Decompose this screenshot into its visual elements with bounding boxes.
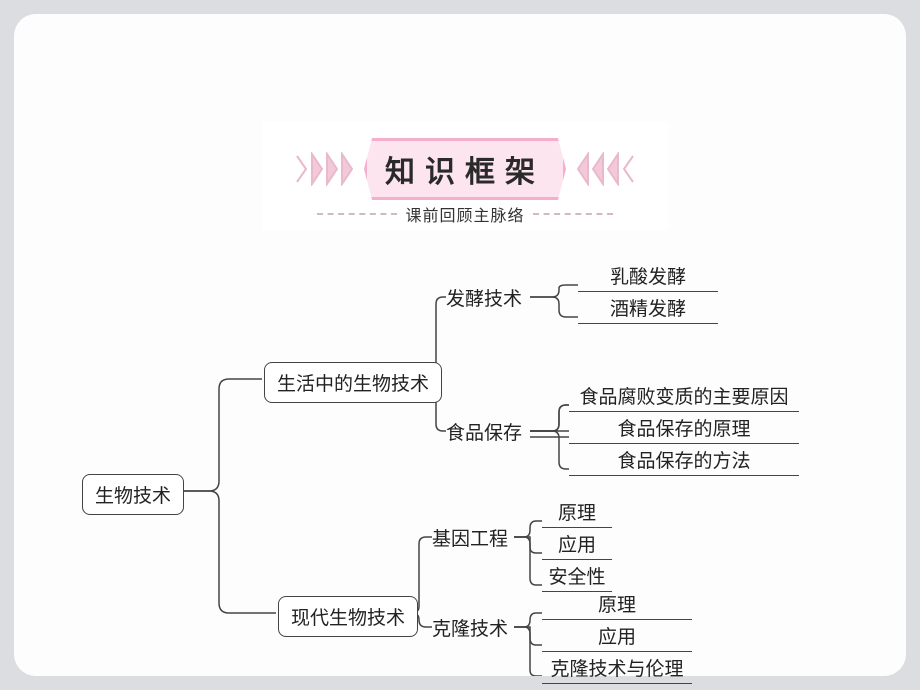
leaf: 原理 [542,498,612,528]
node-root: 生物技术 [82,474,184,515]
leaf: 食品保存的原理 [569,414,799,444]
leaf: 食品腐败变质的主要原因 [569,382,799,412]
node-sub-jiyin: 基因工程 [432,524,508,551]
header-banner: 知识框架 课前回顾主脉络 [262,122,668,230]
subtitle-row: 课前回顾主脉络 [262,202,668,226]
dash-right [533,213,613,215]
chevron-icon [326,152,339,186]
chevron-icon [576,152,589,186]
leaf: 食品保存的方法 [569,446,799,476]
slide-canvas: 知识框架 课前回顾主脉络 [14,14,906,676]
leaf: 应用 [542,530,612,560]
title-box: 知识框架 [364,138,566,200]
leaf: 克隆技术与伦理 [542,654,692,684]
leaf: 应用 [542,622,692,652]
dash-left [317,213,397,215]
chevron-icon [311,152,324,186]
right-chevrons [576,152,634,186]
node-branch-1: 生活中的生物技术 [264,362,442,403]
node-sub-shipin: 食品保存 [446,418,522,445]
leaf: 酒精发酵 [578,294,718,324]
left-chevrons [296,152,354,186]
chevron-icon [341,152,354,186]
chevron-icon [606,152,619,186]
node-sub-kelong: 克隆技术 [432,614,508,641]
chevron-icon [591,152,604,186]
node-branch-2: 现代生物技术 [278,596,418,637]
node-label: 生物技术 [95,481,171,508]
node-sub-fajiao: 发酵技术 [446,284,522,311]
leaf: 安全性 [542,562,612,592]
node-label: 生活中的生物技术 [277,369,429,396]
title-text: 知识框架 [385,147,545,191]
tree-connectors [14,14,906,676]
chevron-icon [621,152,634,186]
subtitle-text: 课前回顾主脉络 [405,202,524,226]
banner-row: 知识框架 [262,144,668,194]
node-label: 现代生物技术 [291,603,405,630]
chevron-icon [296,152,309,186]
leaf: 乳酸发酵 [578,262,718,292]
leaf: 原理 [542,590,692,620]
